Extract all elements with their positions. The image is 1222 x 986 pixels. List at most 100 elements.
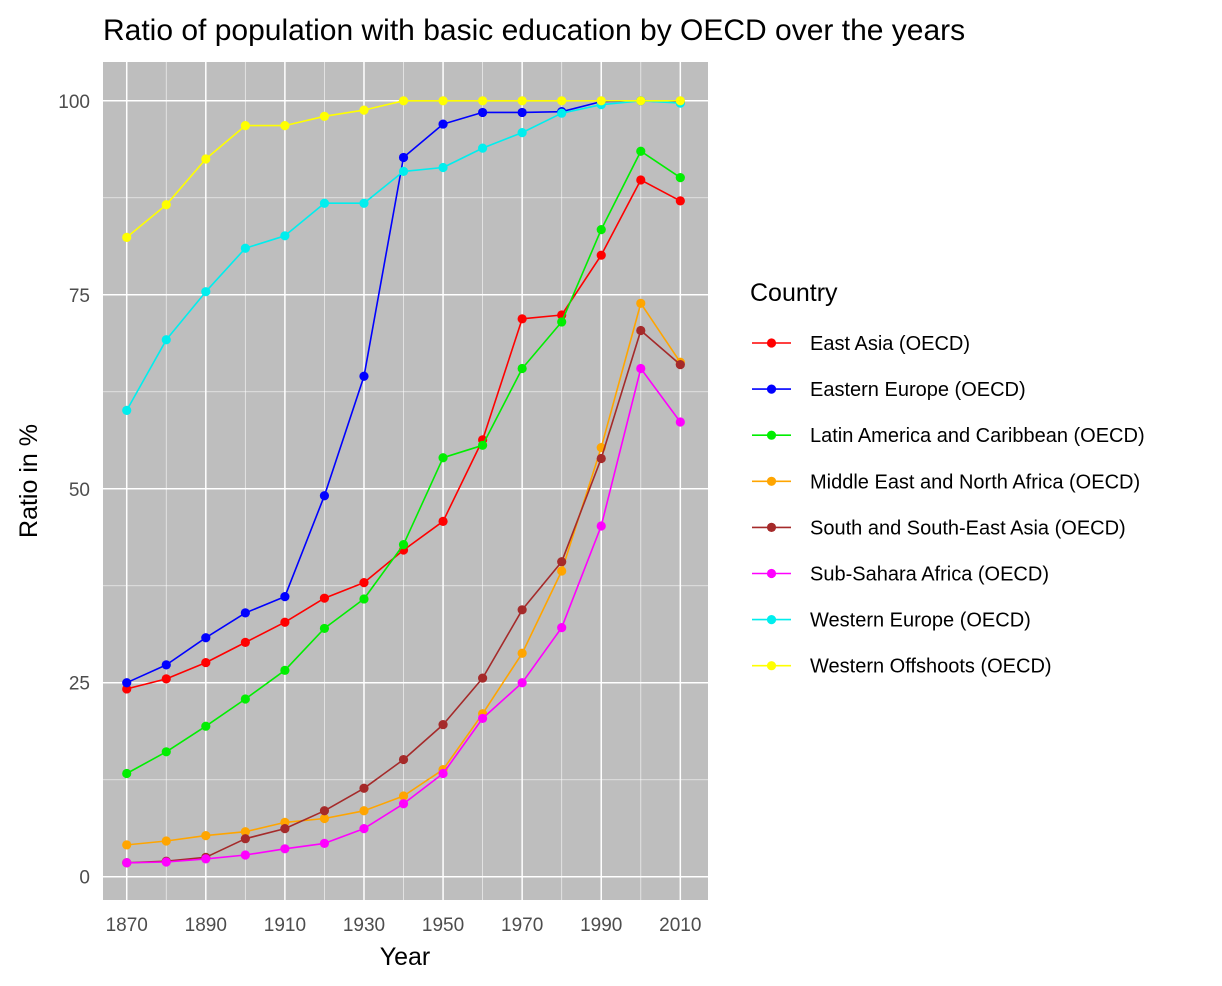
x-tick-label: 1930 [343,915,385,936]
legend-key-point [766,338,777,348]
data-point [240,121,250,131]
chart-title: Ratio of population with basic education… [103,14,965,47]
y-tick-label: 25 [69,674,90,695]
x-tick-label: 1910 [264,915,306,936]
data-point [636,146,646,156]
data-point [161,660,171,670]
data-point [596,250,606,260]
data-point [201,830,211,841]
data-point [675,196,685,206]
data-point [240,243,250,253]
y-tick-label: 50 [69,480,90,501]
data-point [122,678,132,688]
legend-item: South and South-East Asia (OECD) [752,517,1126,539]
data-point [280,592,290,602]
data-point [636,96,646,106]
data-point [161,747,171,757]
legend-label: Sub-Sahara Africa (OECD) [810,564,1049,586]
data-point [240,834,250,844]
data-point [517,128,527,138]
data-point [122,840,132,850]
x-tick-label: 1950 [422,915,464,936]
series-2 [122,146,685,779]
data-point [478,673,488,683]
data-point [201,854,211,864]
data-point [240,608,250,618]
data-point [398,791,409,801]
legend-label: Western Offshoots (OECD) [810,656,1052,678]
data-point [319,111,330,121]
data-point [557,108,567,118]
data-point [122,768,132,779]
data-point [240,694,250,704]
data-point [398,152,409,163]
legend-label: Middle East and North Africa (OECD) [810,471,1140,493]
data-point [557,557,567,567]
data-point [478,143,488,153]
series-7 [122,96,685,242]
data-point [201,154,211,164]
data-point [398,799,409,809]
data-point [557,623,567,633]
legend-item: Middle East and North Africa (OECD) [752,471,1140,493]
legend-label: Western Europe (OECD) [810,610,1031,632]
x-tick-label: 1890 [185,915,227,936]
legend-item: Latin America and Caribbean (OECD) [752,425,1145,447]
data-point [240,827,250,837]
data-point [438,119,448,129]
data-point [319,813,330,824]
data-point [517,363,527,374]
data-point [359,105,369,115]
data-point [398,96,409,106]
data-point [596,521,606,531]
legend-key-point [766,568,777,579]
data-point [478,107,488,118]
data-point [280,665,290,675]
data-point [478,96,488,106]
data-point [319,838,330,848]
data-point [201,633,211,643]
data-point [596,96,606,106]
data-point [438,720,448,730]
legend-item: Sub-Sahara Africa (OECD) [752,564,1049,586]
data-point [517,107,527,118]
data-point [517,96,527,106]
x-tick-label: 1990 [580,915,622,936]
data-point [161,674,171,684]
x-axis: 1870 1890 1910 1930 1950 1970 1990 2010 [106,915,702,936]
y-tick-label: 75 [69,286,90,307]
series-5 [122,363,685,868]
data-point [359,806,369,816]
data-point [636,175,646,185]
grid-major [103,62,708,900]
data-point [557,96,567,106]
data-point [478,440,488,450]
x-tick-label: 1970 [501,915,543,936]
data-point [359,594,369,604]
data-point [596,453,606,464]
data-point [319,806,330,816]
data-point [438,96,448,106]
legend-label: Latin America and Caribbean (OECD) [810,425,1145,447]
data-point [122,405,132,415]
data-point [240,850,250,860]
y-axis: 0 25 50 75 100 [58,92,90,889]
legend-key-point [766,615,777,625]
legend-key-point [766,430,777,440]
legend-title: Country [750,279,838,307]
data-point [161,836,171,846]
data-point [359,371,369,381]
legend-key-point [766,661,777,671]
data-point [122,858,132,868]
data-point [319,623,330,634]
data-point [636,325,646,336]
x-axis-title: Year [380,943,431,971]
data-point [438,516,448,526]
data-point [319,491,330,501]
legend-label: East Asia (OECD) [810,333,970,355]
legend-item: Western Europe (OECD) [752,610,1031,632]
data-point [359,578,369,588]
data-point [359,783,369,793]
data-point [438,162,448,173]
data-point [161,200,171,210]
